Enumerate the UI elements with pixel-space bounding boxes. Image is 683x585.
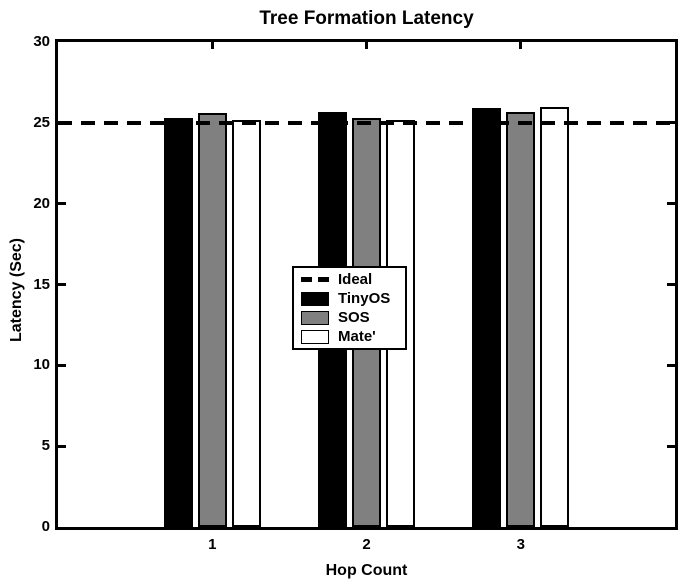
bar-sos-1 <box>197 113 227 527</box>
legend-label-ideal: Ideal <box>338 271 373 288</box>
bar-tinyos-3 <box>472 108 502 527</box>
legend-label-mate: Mate' <box>338 328 376 345</box>
legend-swatch-sos <box>301 310 329 325</box>
legend: Ideal TinyOS SOS Mate' <box>292 266 407 350</box>
legend-entry-tinyos: TinyOS <box>294 289 405 308</box>
y-tick-mark-left-20 <box>58 202 66 206</box>
x-axis-label: Hop Count <box>325 562 408 579</box>
bar-mate-3 <box>540 106 570 527</box>
y-tick-mark-right-20 <box>667 202 675 206</box>
legend-entry-ideal: Ideal <box>294 270 405 289</box>
legend-label-tinyos: TinyOS <box>338 290 391 307</box>
x-tick-mark-top-2 <box>365 42 368 49</box>
legend-dash-sample <box>301 277 329 282</box>
x-tick-label-3: 3 <box>516 536 525 553</box>
legend-entry-mate: Mate' <box>294 327 405 346</box>
y-tick-mark-right-15 <box>667 283 675 286</box>
y-tick-mark-left-10 <box>58 363 66 367</box>
x-tick-mark-top-3 <box>519 42 523 49</box>
y-tick-label-0: 0 <box>41 518 50 535</box>
legend-swatch-mate <box>301 329 329 344</box>
y-tick-label-25: 25 <box>33 113 50 131</box>
y-tick-label-30: 30 <box>33 33 50 50</box>
y-tick-mark-right-10 <box>667 363 675 367</box>
y-tick-label-20: 20 <box>33 194 50 212</box>
y-tick-label-10: 10 <box>33 356 50 374</box>
x-tick-label-2: 2 <box>362 536 371 553</box>
y-tick-label-5: 5 <box>41 437 50 455</box>
ideal-reference-line <box>58 120 675 125</box>
legend-swatch-tinyos <box>301 291 329 306</box>
y-tick-mark-left-5 <box>58 444 66 448</box>
chart-title: Tree Formation Latency <box>259 8 474 29</box>
bar-tinyos-1 <box>163 117 193 527</box>
bar-sos-3 <box>506 111 536 527</box>
y-tick-label-15: 15 <box>33 275 50 293</box>
bar-mate-1 <box>231 119 261 527</box>
x-tick-label-1: 1 <box>208 536 217 553</box>
legend-entry-sos: SOS <box>294 308 405 327</box>
x-tick-mark-top-1 <box>210 42 214 49</box>
y-tick-mark-right-5 <box>667 444 675 448</box>
y-tick-mark-left-15 <box>58 283 66 286</box>
legend-label-sos: SOS <box>338 309 370 326</box>
